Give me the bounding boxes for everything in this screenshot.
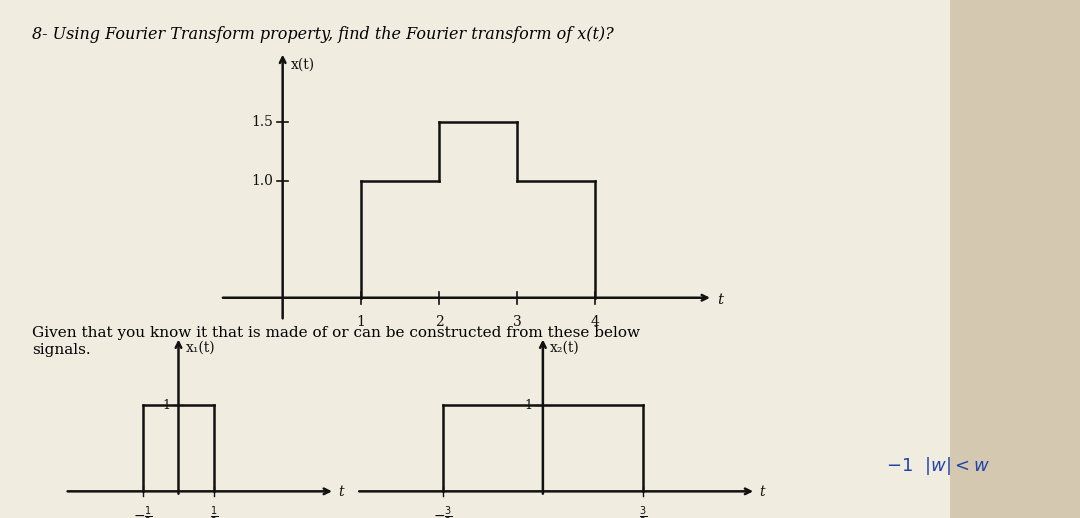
Text: Given that you know it that is made of or can be constructed from these below
si: Given that you know it that is made of o… [32, 326, 640, 356]
Text: $\frac{1}{2}$: $\frac{1}{2}$ [210, 505, 218, 518]
Text: t: t [338, 485, 343, 499]
Text: x₁(t): x₁(t) [186, 341, 215, 355]
Text: 2: 2 [435, 315, 444, 329]
Text: 1.0: 1.0 [252, 174, 273, 188]
Text: $-\frac{3}{2}$: $-\frac{3}{2}$ [433, 505, 453, 518]
Text: 3: 3 [513, 315, 522, 329]
Text: $-\frac{1}{2}$: $-\frac{1}{2}$ [133, 505, 153, 518]
Text: x(t): x(t) [291, 57, 314, 71]
Text: 1: 1 [162, 399, 170, 412]
Text: 1.5: 1.5 [252, 115, 273, 129]
Text: x₂(t): x₂(t) [550, 341, 579, 355]
Text: t: t [759, 485, 765, 499]
Text: 1: 1 [356, 315, 365, 329]
Text: 8- Using Fourier Transform property, find the Fourier transform of x(t)?: 8- Using Fourier Transform property, fin… [32, 26, 615, 43]
Text: $\frac{3}{2}$: $\frac{3}{2}$ [638, 505, 647, 518]
Text: 4: 4 [591, 315, 599, 329]
Text: 1: 1 [525, 399, 532, 412]
Text: t: t [717, 293, 723, 307]
Text: $-1\ \ |w|<w$: $-1\ \ |w|<w$ [886, 455, 989, 477]
